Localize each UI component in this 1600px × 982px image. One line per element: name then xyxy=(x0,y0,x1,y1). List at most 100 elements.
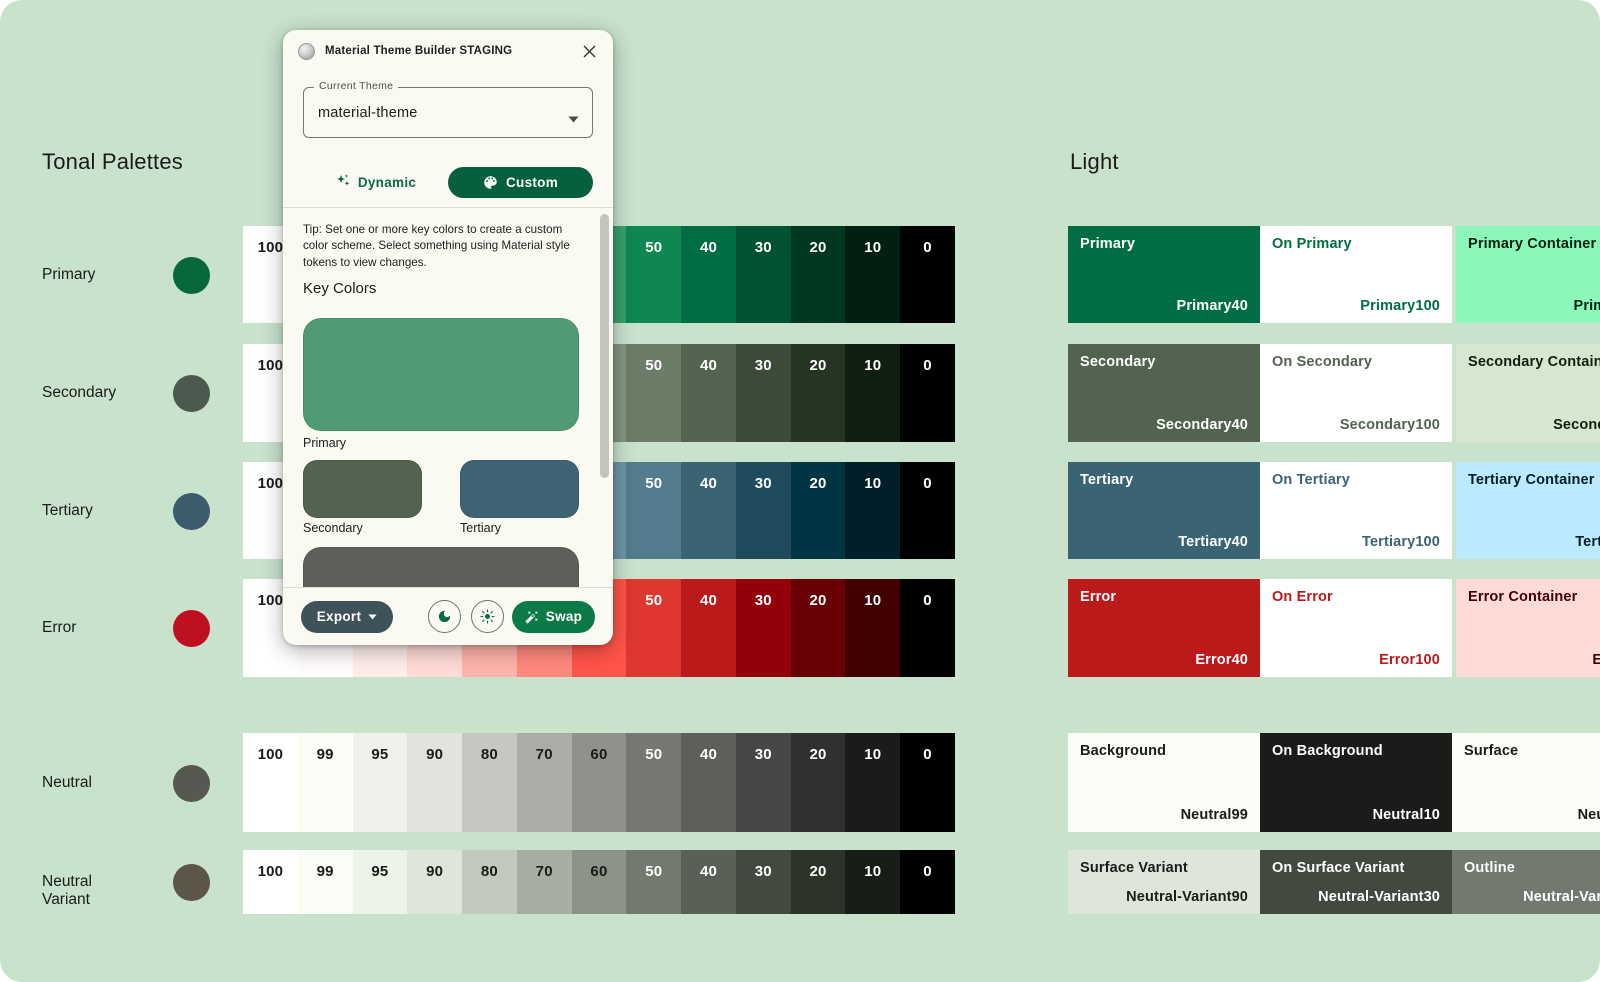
primary-key-color-label: Primary xyxy=(303,436,347,450)
dark-mode-button[interactable] xyxy=(428,600,461,633)
tonal-cell[interactable]: 0 xyxy=(900,850,955,914)
tonal-cell[interactable]: 50 xyxy=(626,462,682,559)
palette-key-color-dot[interactable] xyxy=(173,492,210,530)
tonal-cell[interactable]: 40 xyxy=(681,226,736,323)
tonal-cell[interactable]: 10 xyxy=(845,733,901,832)
tonal-cell[interactable]: 40 xyxy=(681,462,736,559)
palette-row-label: Neutral xyxy=(42,773,92,791)
scrollbar[interactable] xyxy=(600,212,609,583)
tonal-cell[interactable]: 50 xyxy=(626,850,682,914)
tonal-cell[interactable]: 20 xyxy=(790,733,846,832)
scheme-card[interactable]: On Background Neutral10 xyxy=(1260,733,1452,832)
tonal-cell[interactable]: 0 xyxy=(900,462,955,559)
tonal-cell[interactable]: 50 xyxy=(626,733,682,832)
tertiary-key-color-swatch[interactable] xyxy=(460,460,579,518)
tonal-cell[interactable]: 30 xyxy=(735,579,791,677)
scheme-card[interactable]: Tertiary Tertiary40 xyxy=(1068,462,1260,559)
scheme-card[interactable]: On Primary Primary100 xyxy=(1260,226,1452,323)
scheme-card[interactable]: On Surface Variant Neutral-Variant30 xyxy=(1260,850,1452,914)
tonal-cell[interactable]: 40 xyxy=(681,733,736,832)
scheme-card[interactable]: Error Container Error90 xyxy=(1456,579,1600,677)
scheme-card[interactable]: On Secondary Secondary100 xyxy=(1260,344,1452,442)
scheme-card[interactable]: Surface Neutral99 xyxy=(1452,733,1600,832)
tonal-cell[interactable]: 90 xyxy=(407,850,463,914)
plugin-header[interactable]: Material Theme Builder STAGING xyxy=(283,30,613,72)
palette-key-color-dot[interactable] xyxy=(173,764,210,802)
tonal-cell[interactable]: 90 xyxy=(407,733,463,832)
tonal-cell[interactable]: 20 xyxy=(790,226,846,323)
tonal-cell[interactable]: 60 xyxy=(571,850,627,914)
tonal-cell[interactable]: 70 xyxy=(516,733,572,832)
scheme-card[interactable]: On Tertiary Tertiary100 xyxy=(1260,462,1452,559)
tonal-cell[interactable]: 0 xyxy=(900,733,955,832)
current-theme-select[interactable]: Current Theme material-theme xyxy=(303,80,593,138)
scheme-card[interactable]: Primary Container Primary90 xyxy=(1456,226,1600,323)
tonal-cell[interactable]: 70 xyxy=(516,850,572,914)
tonal-cell[interactable]: 30 xyxy=(735,850,791,914)
tonal-cell[interactable]: 99 xyxy=(297,733,353,832)
scheme-card-token: Primary100 xyxy=(1360,298,1440,314)
tone-label: 20 xyxy=(809,475,827,492)
tonal-cell[interactable]: 95 xyxy=(352,733,408,832)
tone-label: 10 xyxy=(864,863,882,880)
tonal-cell[interactable]: 100 xyxy=(243,733,298,832)
neutral-key-color-swatch[interactable] xyxy=(303,547,579,588)
tonal-cell[interactable]: 20 xyxy=(790,462,846,559)
scheme-card[interactable]: Tertiary Container Tertiary90 xyxy=(1456,462,1600,559)
light-mode-button[interactable] xyxy=(471,600,504,633)
scheme-card[interactable]: Primary Primary40 xyxy=(1068,226,1260,323)
tonal-cell[interactable]: 99 xyxy=(297,850,353,914)
tonal-cell[interactable]: 10 xyxy=(845,226,901,323)
scheme-card[interactable]: Outline Neutral-Variant50 xyxy=(1452,850,1600,914)
scheme-card[interactable]: Surface Variant Neutral-Variant90 xyxy=(1068,850,1260,914)
tonal-cell[interactable]: 50 xyxy=(626,579,682,677)
scheme-card[interactable]: On Error Error100 xyxy=(1260,579,1452,677)
scheme-card-title: Surface xyxy=(1464,743,1519,759)
tonal-cell[interactable]: 10 xyxy=(845,850,901,914)
swap-button[interactable]: Swap xyxy=(512,600,595,633)
scrollbar-thumb[interactable] xyxy=(600,214,609,478)
tonal-cell[interactable]: 60 xyxy=(571,733,627,832)
tonal-cell[interactable]: 30 xyxy=(735,344,791,442)
scheme-card[interactable]: Secondary Secondary40 xyxy=(1068,344,1260,442)
dynamic-tab[interactable]: Dynamic xyxy=(303,167,448,198)
tonal-cell[interactable]: 20 xyxy=(790,344,846,442)
tonal-cell[interactable]: 80 xyxy=(462,850,517,914)
tonal-cell[interactable]: 80 xyxy=(462,733,517,832)
scheme-card-title: Surface Variant xyxy=(1080,860,1188,876)
tonal-cell[interactable]: 0 xyxy=(900,226,955,323)
palette-key-color-dot[interactable] xyxy=(173,256,210,294)
tonal-cell[interactable]: 30 xyxy=(735,226,791,323)
secondary-key-color-swatch[interactable] xyxy=(303,460,422,518)
tonal-cell[interactable]: 0 xyxy=(900,344,955,442)
palette-key-color-dot[interactable] xyxy=(173,375,210,412)
tonal-cell[interactable]: 30 xyxy=(735,462,791,559)
tonal-cell[interactable]: 20 xyxy=(790,579,846,677)
primary-key-color-swatch[interactable] xyxy=(303,318,579,431)
close-icon[interactable] xyxy=(580,42,598,60)
scheme-card-title: Error Container xyxy=(1468,589,1578,605)
tonal-cell[interactable]: 0 xyxy=(900,579,955,677)
tonal-cell[interactable]: 10 xyxy=(845,579,901,677)
tonal-cell[interactable]: 100 xyxy=(243,850,298,914)
palette-key-color-dot[interactable] xyxy=(173,610,210,647)
scheme-card[interactable]: Error Error40 xyxy=(1068,579,1260,677)
scheme-card[interactable]: Secondary Container Secondary90 xyxy=(1456,344,1600,442)
tonal-cell[interactable]: 40 xyxy=(681,579,736,677)
tonal-cell[interactable]: 50 xyxy=(626,344,682,442)
palette-key-color-dot[interactable] xyxy=(173,864,210,901)
tonal-cell[interactable]: 40 xyxy=(681,344,736,442)
tonal-cell[interactable]: 50 xyxy=(626,226,682,323)
tonal-cell[interactable]: 30 xyxy=(735,733,791,832)
scheme-card[interactable]: Background Neutral99 xyxy=(1068,733,1260,832)
export-button[interactable]: Export xyxy=(301,600,393,633)
tone-label: 10 xyxy=(864,475,882,492)
tonal-cell[interactable]: 40 xyxy=(681,850,736,914)
tonal-cell[interactable]: 10 xyxy=(845,462,901,559)
tonal-cell[interactable]: 20 xyxy=(790,850,846,914)
custom-tab[interactable]: Custom xyxy=(448,167,593,198)
tonal-cell[interactable]: 10 xyxy=(845,344,901,442)
tonal-cell[interactable]: 95 xyxy=(352,850,408,914)
